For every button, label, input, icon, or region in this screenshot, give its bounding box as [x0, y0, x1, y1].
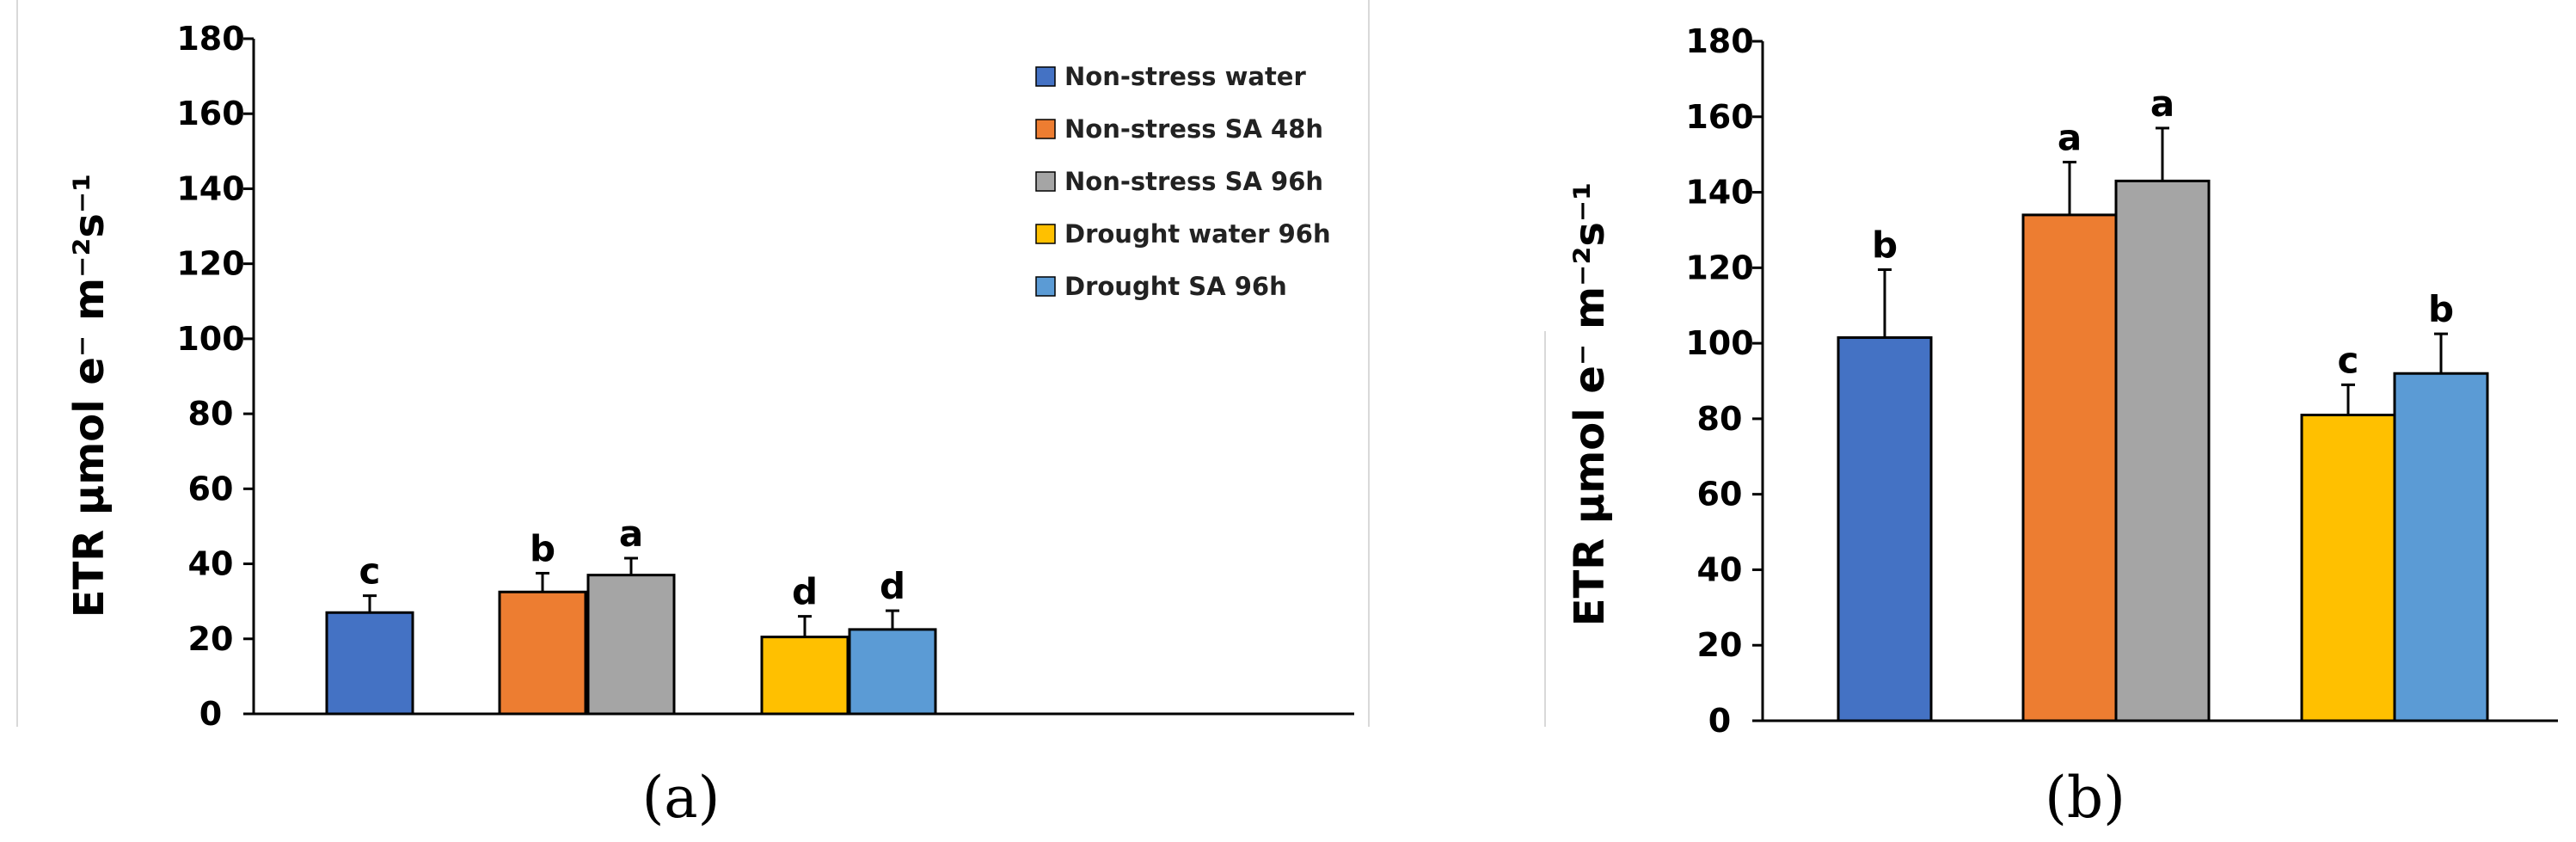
chart-a-panel-label: (a) — [642, 765, 721, 831]
legend-swatch — [1035, 66, 1056, 87]
legend-label: Non-stress SA 48h — [1064, 114, 1323, 144]
chart-a-significance-letter: d — [880, 565, 905, 607]
legend-swatch — [1035, 119, 1056, 139]
chart-b-y-tick-label: 60 — [1697, 476, 1743, 513]
chart-b-significance-letter: b — [1872, 224, 1898, 267]
chart-b-y-tick-label: 20 — [1697, 626, 1743, 664]
legend: Non-stress water Non-stress SA 48h Non-str… — [1035, 62, 1331, 301]
chart-a-significance-letter: a — [619, 513, 643, 555]
chart-a-y-tick-label: 120 — [176, 245, 244, 283]
chart-a-significance-letter: b — [530, 527, 555, 569]
chart-a-bar — [325, 611, 414, 716]
legend-swatch — [1035, 171, 1056, 192]
chart-a-y-tick-label: 80 — [188, 395, 234, 433]
legend-label: Drought SA 96h — [1064, 272, 1287, 301]
chart-a: 0 20 40 60 80 100 120 140 160 180 c b a d d ETR µmol … — [65, 20, 1354, 831]
chart-b-bar — [2114, 179, 2211, 722]
legend-swatch — [1035, 276, 1056, 297]
chart-b-y-axis-label: ETR µmol e⁻ m⁻²s⁻¹ — [1566, 182, 1614, 627]
legend-label: Non-stress SA 96h — [1064, 167, 1323, 196]
chart-b-significance-letter: b — [2428, 288, 2454, 330]
chart-b-y-tick-label: 100 — [1685, 324, 1753, 362]
chart-a-significance-letter: d — [792, 571, 818, 613]
chart-b-y-tick-label: 140 — [1685, 174, 1753, 212]
chart-a-bar — [498, 590, 587, 716]
chart-a-y-tick-label: 20 — [188, 620, 234, 658]
chart-b-bar — [2300, 414, 2396, 722]
chart-a-y-tick-label: 160 — [176, 95, 244, 132]
chart-a-y-tick-label: 40 — [188, 545, 234, 583]
chart-b-panel-label: (b) — [2045, 765, 2125, 831]
chart-b-y-tick-label: 120 — [1685, 249, 1753, 286]
chart-a-y-tick-label: 140 — [176, 169, 244, 207]
chart-b-y-tick-label: 80 — [1697, 400, 1743, 438]
chart-a-y-tick-label: 0 — [199, 695, 222, 733]
legend-label: Non-stress water — [1064, 62, 1306, 91]
chart-a-bar — [848, 628, 937, 716]
chart-b-bar — [1837, 336, 1933, 722]
chart-b: 0 20 40 60 80 100 120 140 160 180 b a a c b ETR µmol … — [1566, 22, 2558, 831]
chart-a-bar — [760, 636, 849, 716]
chart-a-y-tick-label: 100 — [176, 320, 244, 358]
chart-b-significance-letter: a — [2150, 83, 2174, 125]
chart-a-significance-letter: c — [359, 550, 381, 593]
legend-label: Drought water 96h — [1064, 219, 1331, 249]
chart-a-bar — [586, 574, 676, 716]
chart-a-y-axis-label: ETR µmol e⁻ m⁻²s⁻¹ — [65, 174, 113, 618]
chart-b-significance-letter: c — [2338, 339, 2359, 381]
chart-b-bar — [2393, 372, 2489, 722]
chart-a-y-tick-label: 60 — [188, 470, 234, 507]
chart-a-y-tick-label: 180 — [176, 20, 244, 58]
chart-b-significance-letter: a — [2058, 116, 2082, 158]
chart-b-y-tick-label: 0 — [1708, 702, 1731, 740]
chart-b-y-tick-label: 40 — [1697, 550, 1743, 588]
chart-b-y-tick-label: 160 — [1685, 98, 1753, 136]
chart-b-y-tick-label: 180 — [1685, 22, 1753, 60]
chart-b-bar — [2021, 213, 2118, 722]
legend-swatch — [1035, 224, 1056, 244]
